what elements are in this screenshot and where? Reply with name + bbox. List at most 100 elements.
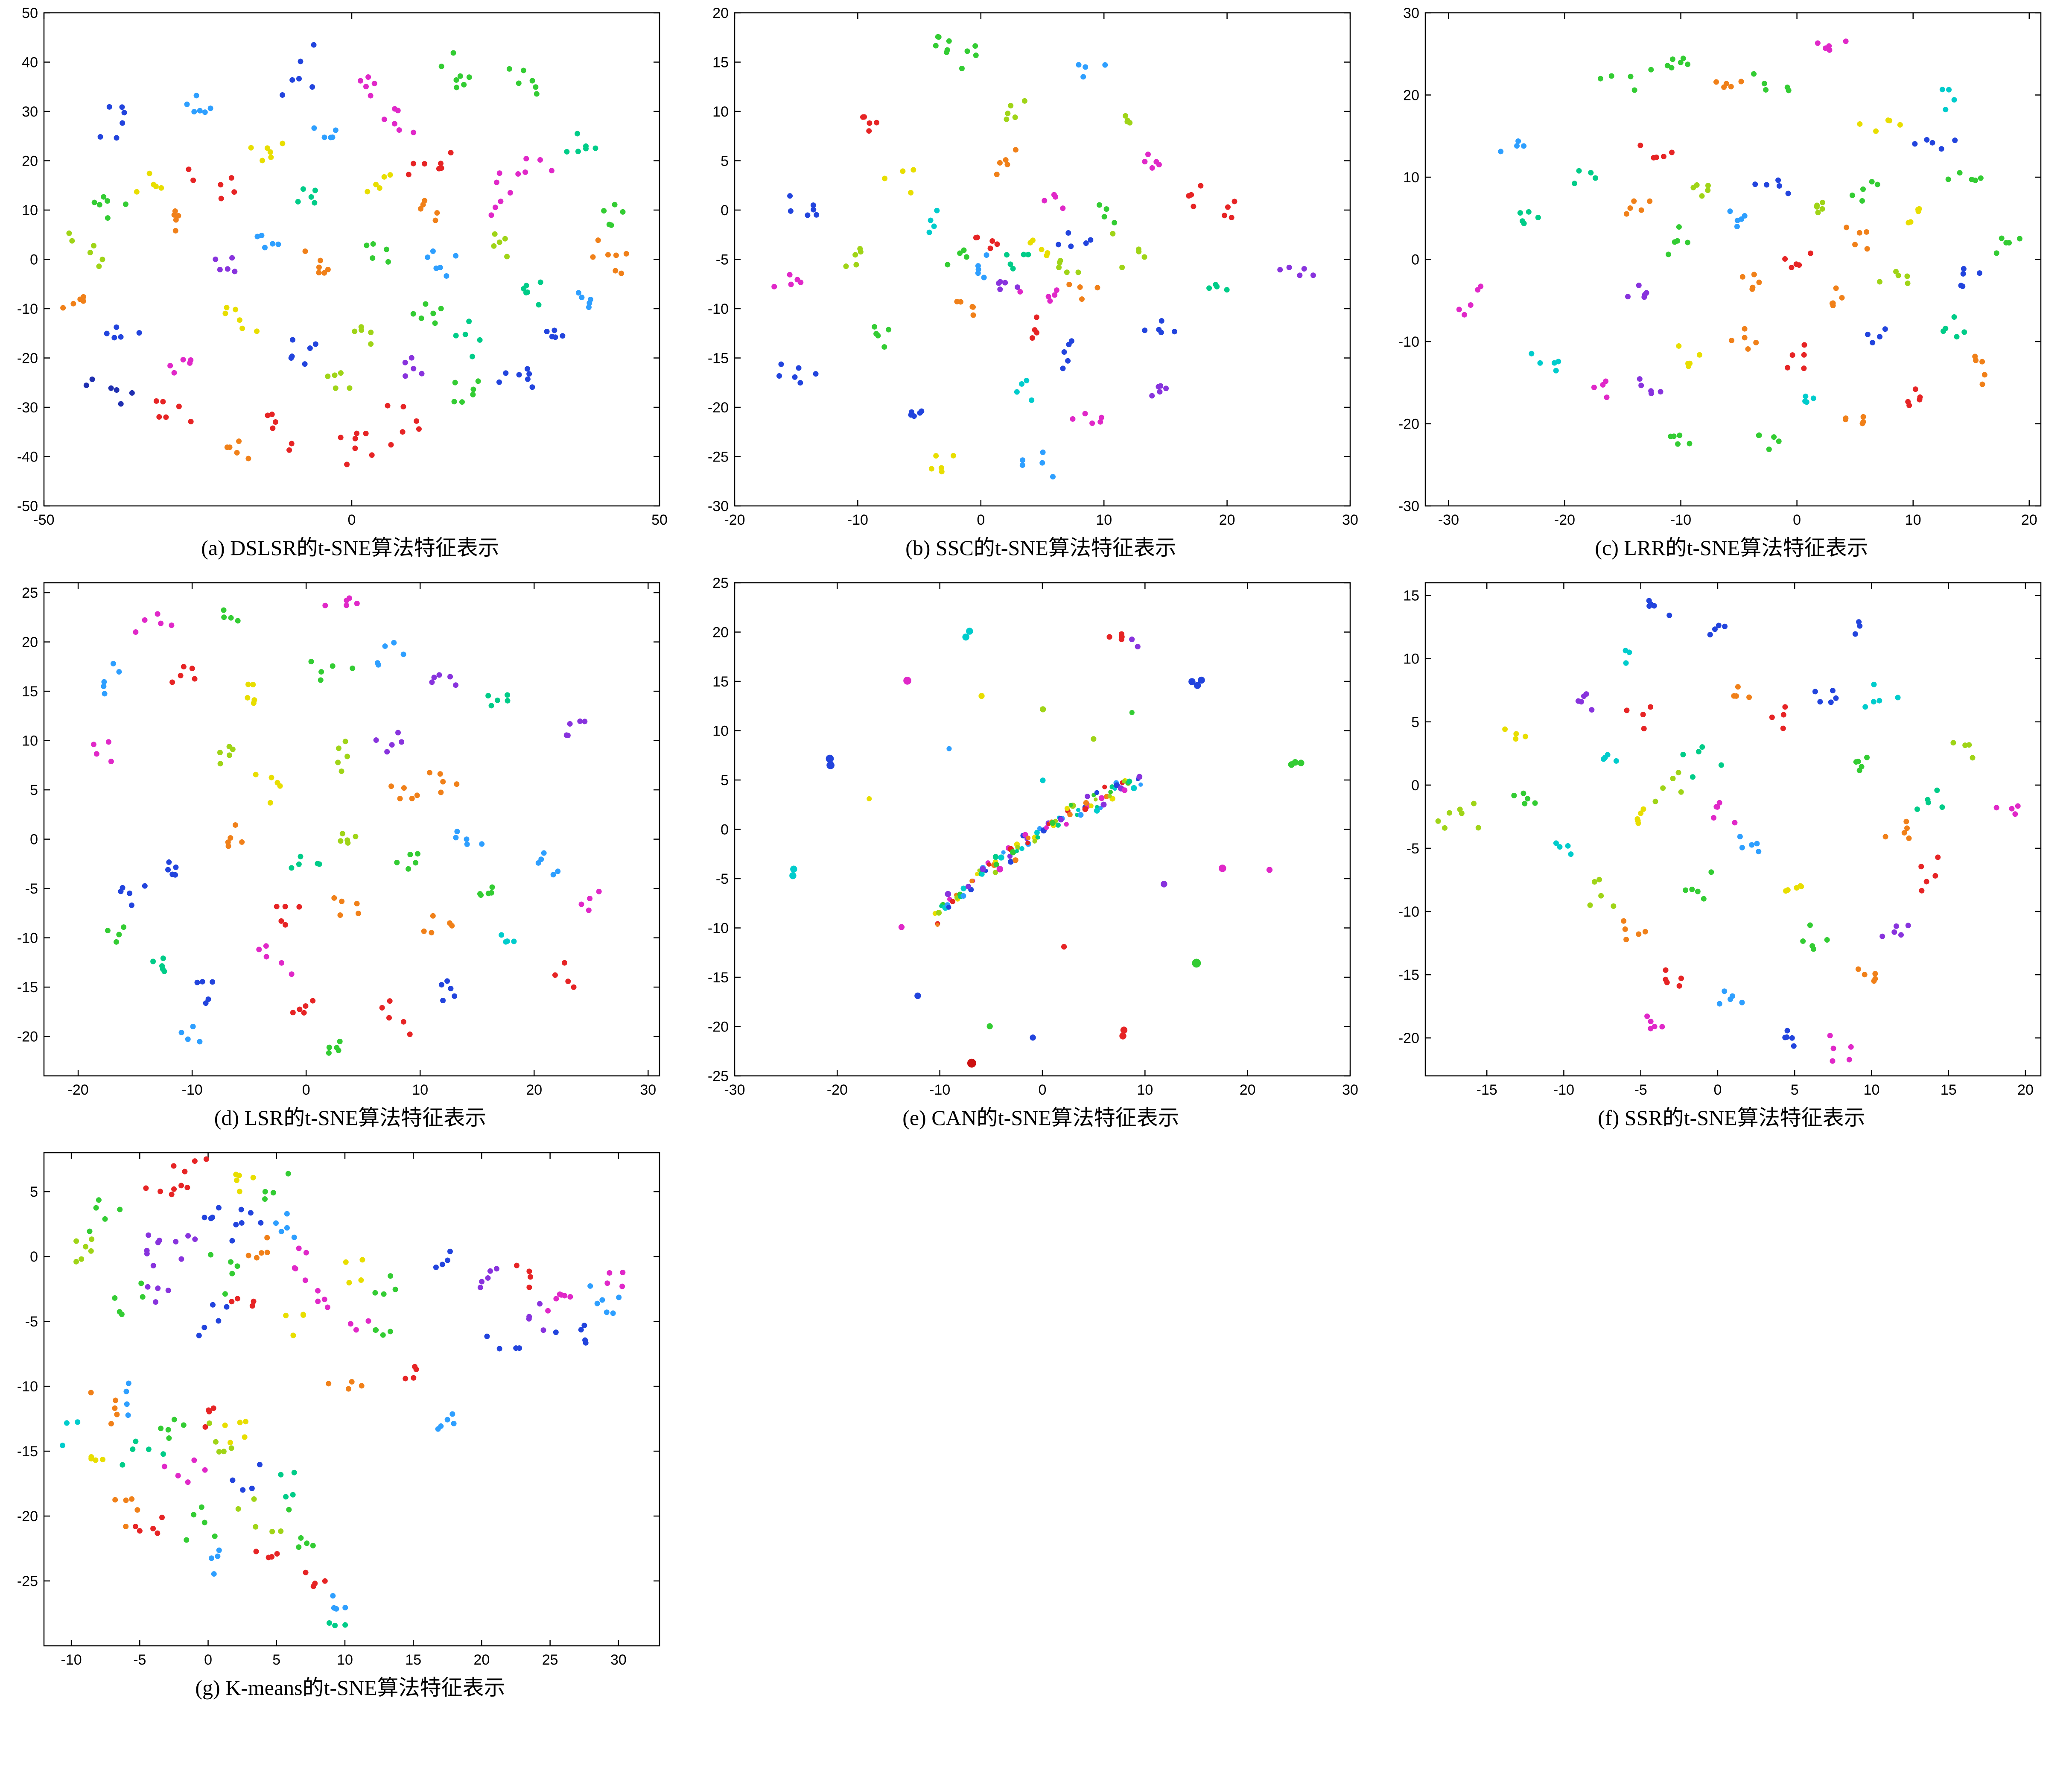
figure-grid: -50 0 50 -50 -40 -30 -20 -10 0 10 20 30 40 50 (a) DSL…: [3, 5, 2069, 1700]
y-tick-label: 0: [721, 202, 729, 219]
x-tick-label: 10: [337, 1652, 353, 1668]
panel-a: -50 0 50 -50 -40 -30 -20 -10 0 10 20 30 40 50 (a) DSL…: [3, 5, 688, 561]
y-tick-label: -25: [708, 449, 729, 465]
y-tick-label: -15: [1398, 967, 1419, 983]
x-tick-label: -50: [33, 512, 54, 528]
x-tick-label: 0: [977, 512, 985, 528]
y-tick-label: 5: [721, 153, 729, 169]
y-tick-label: -5: [25, 881, 38, 897]
y-tick-label: -25: [17, 1573, 38, 1589]
x-tick-label: -10: [929, 1082, 950, 1098]
y-tick-label: 5: [30, 782, 38, 798]
y-tick-label: -25: [708, 1068, 729, 1084]
y-tick-label: -15: [708, 351, 729, 367]
x-tick-label: -30: [724, 1082, 745, 1098]
y-tick-label: 0: [30, 1249, 38, 1265]
panel-b: -20 -10 0 10 20 30 -30 -25 -20 -15 -10 -5 0 5 10 15 20 (…: [694, 5, 1379, 561]
y-tick-label: -20: [1398, 1030, 1419, 1046]
y-tick-label: -40: [17, 449, 38, 465]
y-tick-label: 0: [30, 832, 38, 848]
x-tick-label: 5: [272, 1652, 280, 1668]
x-tick-label: 30: [1342, 1082, 1358, 1098]
x-tick-label: 20: [526, 1082, 542, 1098]
x-tick-label: 10: [1137, 1082, 1153, 1098]
chart-caption-c: (c) LRR的t-SNE算法特征表示: [1595, 536, 1868, 560]
data-points-layer: [771, 34, 1316, 480]
x-tick-label: 20: [474, 1652, 490, 1668]
y-tick-label: -15: [17, 979, 38, 996]
data-points-layer: [60, 42, 629, 467]
y-tick-label: 10: [1403, 651, 1419, 667]
y-tick-label: 20: [712, 625, 729, 641]
y-tick-label: -20: [17, 1029, 38, 1045]
y-tick-label: 25: [712, 575, 729, 591]
y-tick-label: -10: [17, 1379, 38, 1395]
x-tick-label: 5: [1791, 1082, 1799, 1098]
x-tick-label: 30: [640, 1082, 656, 1098]
data-points-layer: [1435, 598, 2021, 1064]
x-tick-label: 0: [1039, 1082, 1047, 1098]
y-tick-label: 20: [712, 5, 729, 21]
x-tick-label: 15: [405, 1652, 421, 1668]
y-tick-label: 0: [1411, 777, 1419, 794]
chart-caption-e: (e) CAN的t-SNE算法特征表示: [902, 1106, 1179, 1130]
x-tick-label: -10: [1553, 1082, 1574, 1098]
y-tick-label: 15: [22, 684, 38, 700]
y-tick-label: 15: [712, 55, 729, 71]
scatter-plot-dslsr: -50 0 50 -50 -40 -30 -20 -10 0 10 20 30 40 50: [3, 5, 667, 532]
scatter-plot-ssr: -15 -10 -5 0 5 10 15 20 -20 -15 -10 -5 0 5 10 15: [1385, 575, 2049, 1102]
y-tick-label: 5: [1411, 714, 1419, 730]
y-tick-label: -10: [708, 920, 729, 937]
y-tick-label: -5: [1407, 841, 1419, 857]
y-tick-label: -10: [17, 301, 38, 317]
y-tick-label: 10: [1403, 169, 1419, 186]
y-tick-label: 20: [22, 153, 38, 169]
y-tick-label: -20: [17, 1508, 38, 1525]
x-tick-label: 10: [1096, 512, 1112, 528]
y-tick-label: 40: [22, 55, 38, 71]
x-tick-label: 10: [412, 1082, 428, 1098]
x-tick-label: -10: [182, 1082, 203, 1098]
data-points-layer: [1456, 38, 2022, 452]
scatter-plot-lsr: -20 -10 0 10 20 30 -20 -15 -10 -5 0 5 10 15 20 25: [3, 575, 667, 1102]
scatter-plot-ssc: -20 -10 0 10 20 30 -30 -25 -20 -15 -10 -5 0 5 10 15 20: [694, 5, 1358, 532]
y-tick-label: 25: [22, 585, 38, 601]
x-tick-label: -20: [68, 1082, 89, 1098]
x-tick-label: 10: [1864, 1082, 1880, 1098]
scatter-plot-lrr: -30 -20 -10 0 10 20 -30 -20 -10 0 10 20 30: [1385, 5, 2049, 532]
y-tick-label: 15: [712, 674, 729, 690]
x-tick-label: -15: [1477, 1082, 1497, 1098]
x-tick-label: -10: [847, 512, 868, 528]
x-tick-label: -20: [724, 512, 745, 528]
y-tick-label: -5: [25, 1314, 38, 1330]
x-tick-label: 0: [204, 1652, 212, 1668]
x-tick-label: 0: [1793, 512, 1801, 528]
x-tick-label: 0: [302, 1082, 310, 1098]
x-tick-label: 50: [651, 512, 667, 528]
data-points-layer: [789, 628, 1304, 1068]
y-tick-label: -50: [17, 498, 38, 514]
x-tick-label: -30: [1438, 512, 1459, 528]
x-tick-label: 25: [542, 1652, 558, 1668]
chart-caption-g: (g) K-means的t-SNE算法特征表示: [195, 1676, 505, 1700]
panel-g: -10 -5 0 5 10 15 20 25 30 -25 -20 -15 -10 -5 0 5 (g) K-…: [3, 1145, 688, 1700]
scatter-plot-can: -30 -20 -10 0 10 20 30 -25 -20 -15 -10 -5 0 5 10 15 20 25: [694, 575, 1358, 1102]
data-points-layer: [59, 1156, 626, 1628]
x-tick-label: -20: [1554, 512, 1575, 528]
x-tick-label: 20: [2017, 1082, 2034, 1098]
x-tick-label: -10: [61, 1652, 82, 1668]
x-tick-label: 0: [348, 512, 356, 528]
y-tick-label: -30: [708, 498, 729, 514]
x-tick-label: -20: [827, 1082, 848, 1098]
panel-e: -30 -20 -10 0 10 20 30 -25 -20 -15 -10 -5 0 5 10 15 20 25…: [694, 575, 1379, 1131]
panel-d: -20 -10 0 10 20 30 -20 -15 -10 -5 0 5 10 15 20 25 (d) L…: [3, 575, 688, 1131]
y-tick-label: 20: [22, 634, 38, 651]
x-tick-label: 10: [1905, 512, 1921, 528]
x-tick-label: -5: [133, 1652, 146, 1668]
y-tick-label: -20: [1398, 416, 1419, 432]
y-tick-label: 30: [22, 104, 38, 120]
y-tick-label: -20: [708, 1019, 729, 1035]
y-tick-label: -10: [17, 930, 38, 947]
panel-f: -15 -10 -5 0 5 10 15 20 -20 -15 -10 -5 0 5 10 15 (f) SS…: [1385, 575, 2069, 1131]
chart-caption-b: (b) SSC的t-SNE算法特征表示: [905, 536, 1176, 560]
